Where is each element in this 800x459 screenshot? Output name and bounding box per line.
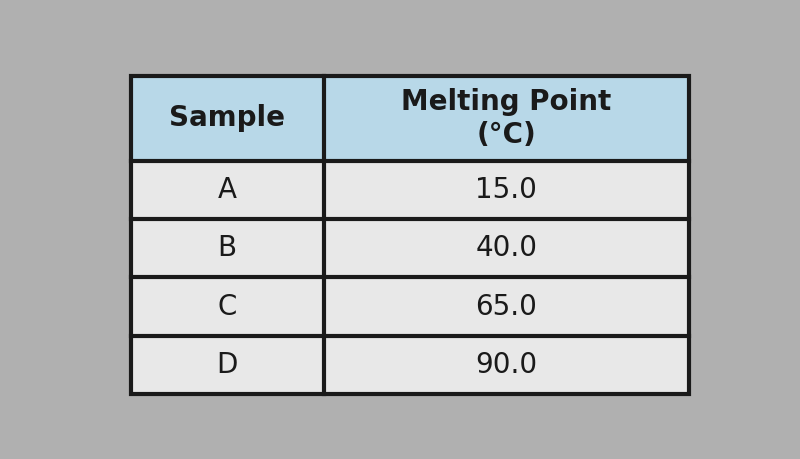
Bar [323,278,689,336]
Bar [131,76,689,394]
Bar [323,336,689,394]
Text: 90.0: 90.0 [475,351,538,379]
Bar [323,76,689,161]
Bar [131,219,323,278]
Text: Melting Point
(°C): Melting Point (°C) [401,88,611,149]
Text: 65.0: 65.0 [475,293,537,321]
Text: C: C [218,293,237,321]
Text: A: A [218,176,237,204]
Bar [323,161,689,219]
Bar [131,278,323,336]
Text: Sample: Sample [170,105,286,133]
Text: 15.0: 15.0 [475,176,537,204]
Text: D: D [217,351,238,379]
Bar [131,336,323,394]
Text: 40.0: 40.0 [475,234,538,262]
Text: B: B [218,234,237,262]
Bar [323,219,689,278]
Bar [131,76,323,161]
Bar [131,161,323,219]
